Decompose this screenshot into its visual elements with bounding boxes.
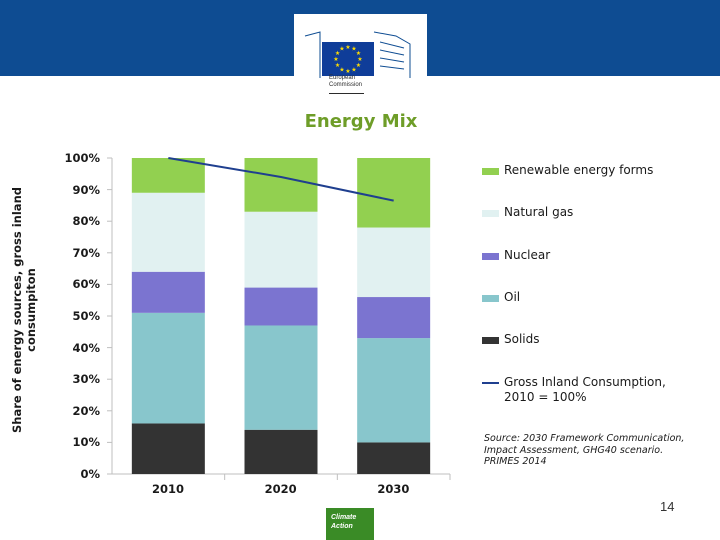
y-tick-label: 80%: [72, 214, 100, 229]
y-tick-label: 0%: [80, 467, 100, 481]
bar-oil: [131, 312, 205, 424]
legend-label: Oil: [504, 289, 521, 304]
climate-action-badge: Climate Action: [326, 508, 374, 540]
svg-text:★: ★: [339, 66, 344, 73]
y-tick-label: 30%: [72, 372, 100, 387]
legend-label: Nuclear: [504, 247, 551, 262]
bar-oil: [357, 338, 431, 443]
y-tick-label: 70%: [72, 245, 100, 260]
legend-swatch: [482, 210, 499, 218]
bar-natural-gas: [131, 192, 205, 272]
gross-inland-consumption-line: [168, 157, 394, 202]
svg-text:★: ★: [357, 56, 362, 63]
legend-line-swatch: [482, 381, 499, 384]
svg-text:★: ★: [333, 56, 338, 63]
bar-oil: [244, 325, 318, 430]
x-tick-label: 2010: [151, 482, 184, 496]
legend-swatch: [482, 294, 499, 302]
y-tick-label: 10%: [72, 435, 100, 450]
page-number: 14: [660, 499, 675, 514]
svg-text:★: ★: [356, 50, 361, 57]
bar-nuclear: [131, 271, 205, 313]
building-icon: [304, 31, 411, 78]
bar-natural-gas: [244, 211, 318, 288]
y-tick-label: 50%: [72, 309, 100, 323]
legend-swatch: [482, 337, 499, 345]
svg-text:★: ★: [335, 50, 340, 57]
bar-renewable-energy-forms: [131, 158, 205, 193]
y-tick-label: 90%: [72, 182, 100, 197]
legend-label: Solids: [504, 332, 540, 347]
x-tick-label: 2020: [264, 482, 297, 496]
y-tick-label: 20%: [72, 403, 100, 418]
svg-text:★: ★: [351, 66, 356, 73]
bar-renewable-energy-forms: [357, 158, 431, 228]
svg-text:★: ★: [339, 46, 344, 53]
svg-text:★: ★: [356, 62, 361, 69]
bar-solids: [244, 429, 318, 474]
chart-title: Energy Mix: [304, 111, 418, 132]
bar-natural-gas: [357, 227, 431, 298]
svg-text:★: ★: [335, 62, 340, 69]
svg-text:★: ★: [351, 46, 356, 53]
y-tick-label: 40%: [72, 340, 100, 355]
x-tick-label: 2030: [377, 482, 410, 496]
legend-label: Natural gas: [504, 205, 574, 220]
logo-underline: [329, 93, 364, 94]
source-note: Source: 2030 Framework Communication, Im…: [484, 433, 685, 467]
bar-nuclear: [357, 297, 431, 339]
svg-text:★: ★: [345, 68, 350, 75]
legend-label: Renewable energy forms: [504, 163, 654, 177]
eu-flag-icon: ★ ★ ★ ★ ★ ★ ★ ★ ★ ★ ★ ★: [322, 42, 374, 76]
bar-solids: [357, 442, 431, 474]
legend-label: Gross Inland Consumption, 2010 = 100%: [504, 374, 666, 404]
logo-text: European Commission: [329, 75, 363, 88]
bar-renewable-energy-forms: [244, 158, 318, 212]
legend-swatch: [482, 168, 499, 175]
y-tick-label: 100%: [64, 151, 100, 165]
y-tick-label: 60%: [72, 277, 100, 292]
svg-text:★: ★: [345, 44, 350, 51]
bar-solids: [131, 423, 205, 474]
legend-swatch: [482, 252, 499, 260]
bar-nuclear: [244, 287, 318, 326]
